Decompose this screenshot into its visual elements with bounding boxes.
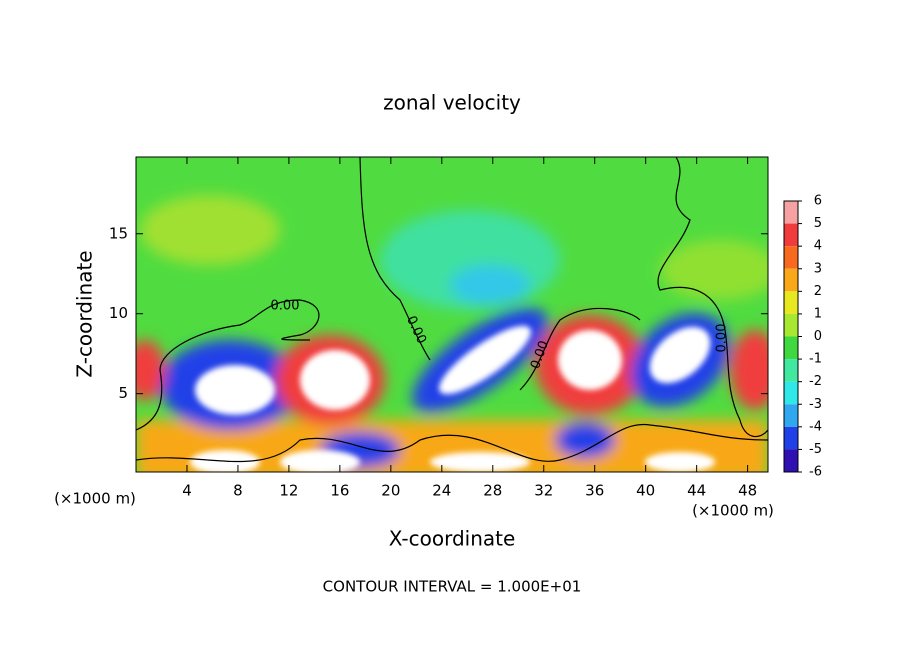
colorbar-tick-label: -6 [809,465,822,480]
x-tick-label: 44 [687,482,706,500]
colorbar-band [784,313,798,337]
colorbar-band [784,336,798,360]
colorbar-band [784,246,798,269]
colorbar-tick-label: -4 [809,419,822,434]
chart-title: zonal velocity [383,91,521,115]
colorbar-tick-label: -5 [809,442,822,457]
x-axis-label: X-coordinate [389,527,516,551]
colorbar-band [784,404,798,427]
field: 0.00 0.00 0.00 0.00 [136,157,768,472]
x-tick-label: 4 [182,482,192,500]
colorbar-band [784,268,798,292]
x-tick-label: 28 [483,482,502,500]
contour-label: 0.00 [271,299,300,314]
colorbar-tick-label: 1 [814,306,822,321]
contour-lines [136,157,768,463]
y-tick-label: 15 [109,224,128,242]
colorbar-tick-label: 4 [814,239,822,254]
plot-frame [135,156,769,473]
y-tick-label: 5 [118,384,128,402]
x-tick-label: 32 [534,482,553,500]
x-unit-label: (×1000 m) [692,502,774,520]
colorbar-tick-label: -2 [809,374,822,389]
x-tick-label: 36 [585,482,604,500]
colorbar-tick-label: 3 [814,261,822,276]
x-tick-label: 16 [330,482,349,500]
colorbar-band [784,426,798,450]
colorbar-tick-label: 2 [814,284,822,299]
colorbar-band [784,381,798,405]
colorbar-band [784,201,798,224]
y-axis-label: Z-coordinate [73,250,97,377]
footnote: CONTOUR INTERVAL = 1.000E+01 [323,578,582,596]
colorbar-band [784,291,798,314]
x-tick-label: 12 [279,482,298,500]
colorbar-tick-label: 5 [814,216,822,231]
x-tick-label: 8 [233,482,243,500]
y-tick-label: 10 [109,304,128,322]
x-tick-label: 24 [432,482,451,500]
colorbar-band [784,359,798,382]
contour-label: 0.00 [715,324,730,353]
colorbar-tick-label: -3 [809,397,822,412]
x-tick-label: 40 [636,482,655,500]
x-tick-label: 48 [738,482,757,500]
colorbar-band [784,223,798,247]
colorbar-tick-label: 0 [814,329,822,344]
x-tick-label: 20 [381,482,400,500]
colorbar-tick-label: -1 [809,352,822,367]
x-unit-label: (×1000 m) [54,490,136,508]
colorbar-band [784,449,798,472]
colorbar-tick-label: 6 [814,194,822,209]
